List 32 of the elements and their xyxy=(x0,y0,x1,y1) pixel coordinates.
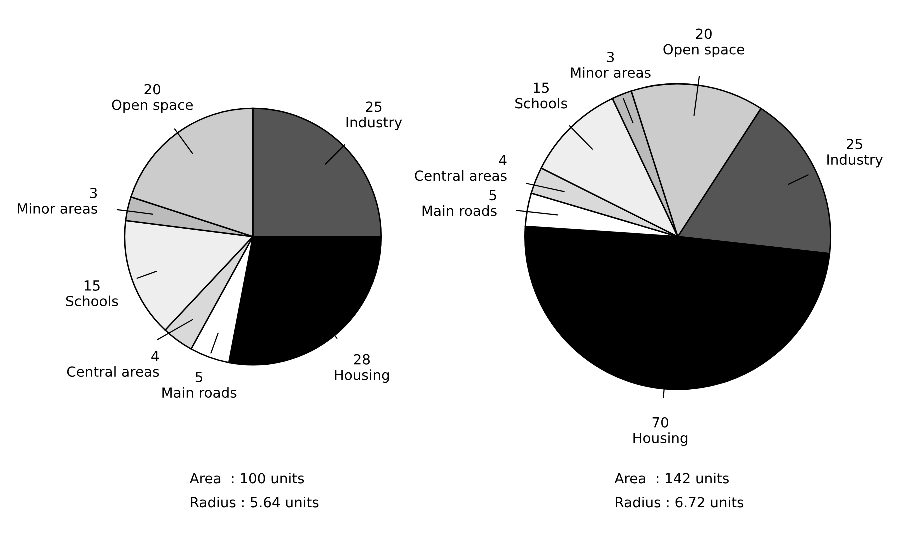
text: Radius : 6.72 units xyxy=(616,496,744,508)
slice-label: Central areas xyxy=(415,170,507,182)
data-label: 25 xyxy=(846,138,862,150)
data-label: 20 xyxy=(144,84,161,95)
data-label: 3 xyxy=(90,188,98,198)
slice-label: Central areas xyxy=(67,366,160,378)
data-label: 4 xyxy=(152,351,160,362)
text: Area : 142 units xyxy=(614,472,729,484)
text: Radius : 5.64 units xyxy=(191,496,319,508)
text: Area : 100 units xyxy=(190,472,304,484)
legend-label: Minor areas xyxy=(18,203,98,214)
slice-label: Open space xyxy=(664,44,744,58)
slice-label: Main roads xyxy=(162,387,237,398)
slice-label: Industry xyxy=(346,116,402,130)
slice-label: Minor areas xyxy=(571,67,651,78)
data-label: 15 xyxy=(534,82,549,94)
slice-label: Housing xyxy=(634,432,688,446)
data-label: 5 xyxy=(196,372,203,382)
slice-label: Industry xyxy=(828,154,883,168)
data-label: 4 xyxy=(499,155,507,166)
data-label: 3 xyxy=(607,52,614,62)
slice-label: Schools xyxy=(66,296,118,307)
data-label: 25 xyxy=(366,102,382,112)
data-label: 28 xyxy=(354,354,370,365)
data-label: 5 xyxy=(490,190,496,201)
slice-label: Housing xyxy=(335,370,390,384)
data-label: 20 xyxy=(696,28,712,40)
data-label: 15 xyxy=(84,280,100,292)
slice-label: Open space xyxy=(112,100,193,113)
slice-label: Schools xyxy=(516,98,568,109)
data-label: 70 xyxy=(652,417,668,428)
legend-label: Main roads xyxy=(422,205,497,216)
